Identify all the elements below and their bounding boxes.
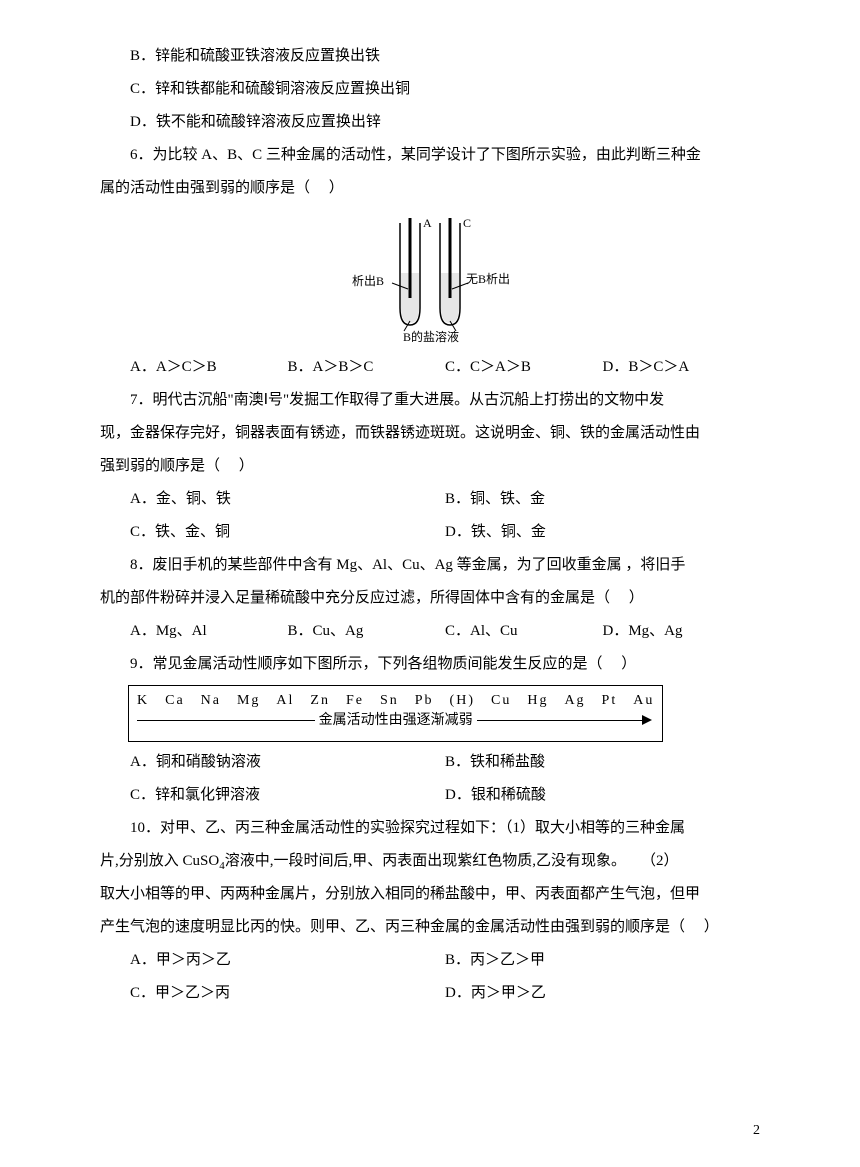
q6-stem-2: 属的活动性由强到弱的顺序是（ ） bbox=[100, 172, 760, 205]
q10-stem-4: 产生气泡的速度明显比丙的快。则甲、乙、丙三种金属的金属活动性由强到弱的顺序是（ … bbox=[100, 911, 760, 944]
q6-opt-b: B．A＞B＞C bbox=[288, 351, 446, 384]
q10-opt-b: B．丙＞乙＞甲 bbox=[445, 944, 760, 977]
q8-opt-d: D．Mg、Ag bbox=[603, 615, 761, 648]
q9-opt-a: A．铜和硝酸钠溶液 bbox=[130, 746, 445, 779]
q10-stem-1: 10．对甲、乙、丙三种金属活动性的实验探究过程如下：（1）取大小相等的三种金属 bbox=[100, 812, 760, 845]
q6-stem-1: 6．为比较 A、B、C 三种金属的活动性，某同学设计了下图所示实验，由此判断三种… bbox=[100, 139, 760, 172]
q7-options-1: A．金、铜、铁 B．铜、铁、金 bbox=[100, 483, 760, 516]
arrow-head-icon bbox=[642, 715, 652, 725]
q8-opt-c: C．Al、Cu bbox=[445, 615, 603, 648]
label-right: 无B析出 bbox=[466, 272, 510, 286]
q7-opt-c: C．铁、金、铜 bbox=[130, 516, 445, 549]
label-c: C bbox=[463, 216, 471, 230]
q8-opt-a: A．Mg、Al bbox=[130, 615, 288, 648]
q6-options: A．A＞C＞B B．A＞B＞C C．C＞A＞B D．B＞C＞A bbox=[100, 351, 760, 384]
q10-stem-2: 片,分别放入 CuSO4溶液中,一段时间后,甲、丙表面出现紫红色物质,乙没有现象… bbox=[100, 845, 760, 878]
q10-opt-a: A．甲＞丙＞乙 bbox=[130, 944, 445, 977]
q10-opt-d: D．丙＞甲＞乙 bbox=[445, 977, 760, 1010]
q6-diagram: A C 析出B 无B析出 B的盐溶液 bbox=[100, 213, 760, 343]
test-tube-diagram: A C 析出B 无B析出 B的盐溶液 bbox=[340, 213, 520, 343]
q7-stem-1: 7．明代古沉船"南澳Ⅰ号"发掘工作取得了重大进展。从古沉船上打捞出的文物中发 bbox=[100, 384, 760, 417]
q10-options-2: C．甲＞乙＞丙 D．丙＞甲＞乙 bbox=[100, 977, 760, 1010]
q5-opt-c: C．锌和铁都能和硫酸铜溶液反应置换出铜 bbox=[100, 73, 760, 106]
q7-opt-b: B．铜、铁、金 bbox=[445, 483, 760, 516]
page-container: B．锌能和硫酸亚铁溶液反应置换出铁 C．锌和铁都能和硫酸铜溶液反应置换出铜 D．… bbox=[0, 0, 860, 1167]
q7-stem-3: 强到弱的顺序是（ ） bbox=[100, 450, 760, 483]
q8-stem-1: 8．废旧手机的某些部件中含有 Mg、Al、Cu、Ag 等金属，为了回收重金属 ，… bbox=[100, 549, 760, 582]
label-left: 析出B bbox=[352, 274, 384, 288]
q10-stem-3: 取大小相等的甲、丙两种金属片，分别放入相同的稀盐酸中，甲、丙表面都产生气泡，但甲 bbox=[100, 878, 760, 911]
q7-stem-2: 现，金器保存完好，铜器表面有锈迹，而铁器锈迹斑斑。这说明金、铜、铁的金属活动性由 bbox=[100, 417, 760, 450]
q8-opt-b: B．Cu、Ag bbox=[288, 615, 446, 648]
q9-opt-c: C．锌和氯化钾溶液 bbox=[130, 779, 445, 812]
q5-opt-d: D．铁不能和硫酸锌溶液反应置换出锌 bbox=[100, 106, 760, 139]
q6-opt-d: D．B＞C＞A bbox=[603, 351, 761, 384]
q5-opt-b: B．锌能和硫酸亚铁溶液反应置换出铁 bbox=[100, 40, 760, 73]
q10-opt-c: C．甲＞乙＞丙 bbox=[130, 977, 445, 1010]
q7-options-2: C．铁、金、铜 D．铁、铜、金 bbox=[100, 516, 760, 549]
q10-options-1: A．甲＞丙＞乙 B．丙＞乙＞甲 bbox=[100, 944, 760, 977]
q9-options-1: A．铜和硝酸钠溶液 B．铁和稀盐酸 bbox=[100, 746, 760, 779]
q6-opt-a: A．A＞C＞B bbox=[130, 351, 288, 384]
activity-series-box: K Ca Na Mg Al Zn Fe Sn Pb (H) Cu Hg Ag P… bbox=[128, 685, 663, 742]
q9-stem: 9．常见金属活动性顺序如下图所示，下列各组物质间能发生反应的是（ ） bbox=[100, 648, 760, 681]
q7-opt-a: A．金、铜、铁 bbox=[130, 483, 445, 516]
activity-series: K Ca Na Mg Al Zn Fe Sn Pb (H) Cu Hg Ag P… bbox=[137, 690, 654, 712]
q9-opt-d: D．银和稀硫酸 bbox=[445, 779, 760, 812]
q6-opt-c: C．C＞A＞B bbox=[445, 351, 603, 384]
q10-stem-2a: 片,分别放入 CuSO bbox=[100, 853, 219, 869]
q8-stem-2: 机的部件粉碎并浸入足量稀硫酸中充分反应过滤，所得固体中含有的金属是（ ） bbox=[100, 582, 760, 615]
q7-opt-d: D．铁、铜、金 bbox=[445, 516, 760, 549]
q9-opt-b: B．铁和稀盐酸 bbox=[445, 746, 760, 779]
page-number: 2 bbox=[753, 1116, 760, 1147]
arrow-caption: 金属活动性由强逐渐减弱 bbox=[315, 710, 477, 732]
label-a: A bbox=[423, 216, 432, 230]
q9-options-2: C．锌和氯化钾溶液 D．银和稀硫酸 bbox=[100, 779, 760, 812]
q10-stem-2b: 溶液中,一段时间后,甲、丙表面出现紫红色物质,乙没有现象。 （2） bbox=[225, 853, 679, 869]
label-solution: B的盐溶液 bbox=[403, 329, 459, 343]
q8-options: A．Mg、Al B．Cu、Ag C．Al、Cu D．Mg、Ag bbox=[100, 615, 760, 648]
